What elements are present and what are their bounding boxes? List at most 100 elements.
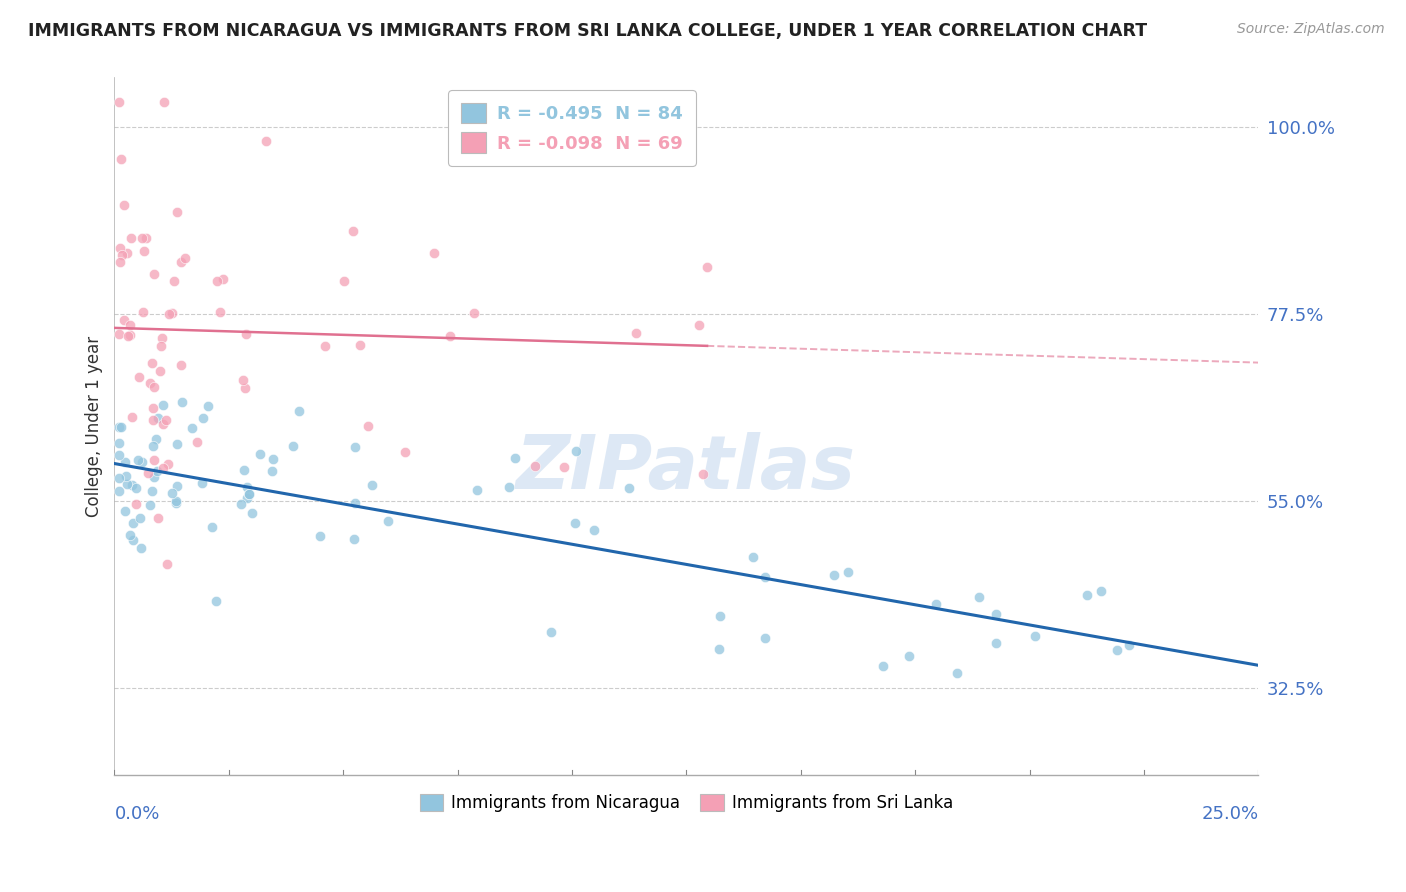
- Text: IMMIGRANTS FROM NICARAGUA VS IMMIGRANTS FROM SRI LANKA COLLEGE, UNDER 1 YEAR COR: IMMIGRANTS FROM NICARAGUA VS IMMIGRANTS …: [28, 22, 1147, 40]
- Point: [344, 440, 367, 454]
- Point: [709, 609, 731, 624]
- Point: [160, 306, 183, 320]
- Point: [125, 481, 148, 495]
- Point: [232, 374, 254, 388]
- Point: [132, 244, 155, 258]
- Point: [262, 464, 284, 478]
- Point: [142, 401, 165, 415]
- Point: [108, 435, 131, 450]
- Point: [837, 565, 859, 579]
- Point: [754, 631, 776, 645]
- Point: [110, 420, 132, 434]
- Point: [498, 480, 520, 494]
- Point: [128, 511, 150, 525]
- Text: 25.0%: 25.0%: [1201, 805, 1258, 823]
- Point: [1076, 588, 1098, 602]
- Point: [553, 459, 575, 474]
- Point: [141, 356, 163, 370]
- Point: [1118, 638, 1140, 652]
- Point: [150, 339, 173, 353]
- Point: [946, 666, 969, 681]
- Point: [131, 231, 153, 245]
- Point: [233, 463, 256, 477]
- Point: [155, 413, 177, 427]
- Point: [617, 481, 640, 495]
- Point: [872, 659, 894, 673]
- Point: [238, 487, 260, 501]
- Point: [125, 497, 148, 511]
- Point: [309, 529, 332, 543]
- Legend: Immigrants from Nicaragua, Immigrants from Sri Lanka: Immigrants from Nicaragua, Immigrants fr…: [413, 788, 960, 819]
- Point: [564, 516, 586, 530]
- Point: [349, 337, 371, 351]
- Point: [111, 248, 134, 262]
- Point: [205, 593, 228, 607]
- Point: [984, 607, 1007, 621]
- Point: [110, 255, 132, 269]
- Point: [157, 457, 180, 471]
- Point: [115, 476, 138, 491]
- Point: [190, 475, 212, 490]
- Point: [439, 329, 461, 343]
- Point: [207, 274, 229, 288]
- Point: [624, 326, 647, 340]
- Point: [540, 625, 562, 640]
- Point: [115, 245, 138, 260]
- Point: [146, 464, 169, 478]
- Point: [157, 306, 180, 320]
- Point: [121, 516, 143, 530]
- Point: [262, 451, 284, 466]
- Point: [114, 504, 136, 518]
- Point: [145, 432, 167, 446]
- Point: [115, 468, 138, 483]
- Point: [360, 478, 382, 492]
- Point: [112, 198, 135, 212]
- Point: [231, 497, 253, 511]
- Point: [149, 364, 172, 378]
- Point: [240, 506, 263, 520]
- Point: [165, 493, 187, 508]
- Point: [709, 641, 731, 656]
- Point: [114, 455, 136, 469]
- Point: [342, 224, 364, 238]
- Point: [138, 498, 160, 512]
- Point: [146, 410, 169, 425]
- Point: [235, 480, 257, 494]
- Point: [967, 591, 990, 605]
- Point: [141, 483, 163, 498]
- Point: [344, 496, 367, 510]
- Point: [238, 487, 260, 501]
- Point: [121, 478, 143, 492]
- Point: [165, 496, 187, 510]
- Point: [688, 318, 710, 332]
- Point: [127, 452, 149, 467]
- Point: [108, 448, 131, 462]
- Point: [332, 274, 354, 288]
- Point: [422, 246, 444, 260]
- Text: ZIPatlas: ZIPatlas: [516, 432, 856, 505]
- Point: [153, 95, 176, 110]
- Point: [288, 404, 311, 418]
- Point: [377, 514, 399, 528]
- Point: [120, 527, 142, 541]
- Point: [249, 447, 271, 461]
- Point: [143, 469, 166, 483]
- Point: [1090, 584, 1112, 599]
- Point: [612, 109, 634, 123]
- Point: [142, 268, 165, 282]
- Point: [131, 455, 153, 469]
- Point: [463, 306, 485, 320]
- Point: [465, 483, 488, 498]
- Point: [692, 467, 714, 481]
- Point: [897, 648, 920, 663]
- Point: [236, 491, 259, 506]
- Point: [357, 418, 380, 433]
- Point: [211, 271, 233, 285]
- Point: [128, 370, 150, 384]
- Point: [314, 339, 336, 353]
- Point: [135, 231, 157, 245]
- Point: [121, 533, 143, 547]
- Text: 0.0%: 0.0%: [114, 805, 160, 823]
- Point: [742, 550, 765, 565]
- Point: [152, 417, 174, 431]
